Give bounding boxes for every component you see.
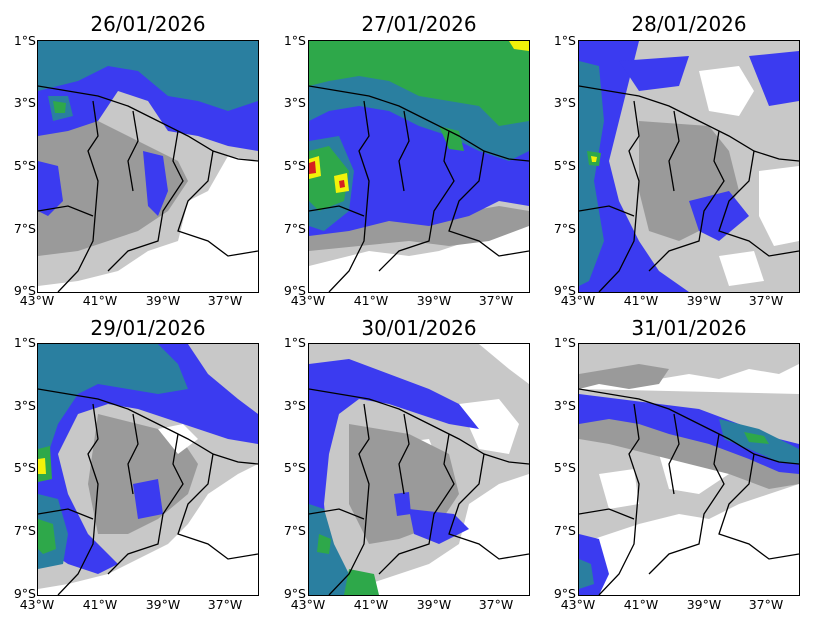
lat-label-7s: 7°S <box>0 523 36 538</box>
precipitation-map <box>578 343 800 596</box>
lat-label-1s: 1°S <box>270 33 306 48</box>
lon-label-41w: 41°W <box>346 597 396 612</box>
panel-title: 31/01/2026 <box>578 316 800 340</box>
lon-label-39w: 39°W <box>409 293 459 308</box>
yellow-area <box>591 156 597 162</box>
blue-area <box>394 492 411 516</box>
lon-label-39w: 39°W <box>679 293 729 308</box>
lat-label-3s: 3°S <box>0 95 36 110</box>
precipitation-map <box>37 40 259 293</box>
lon-label-41w: 41°W <box>75 597 125 612</box>
green-area <box>53 101 66 113</box>
lat-label-5s: 5°S <box>540 158 576 173</box>
precipitation-map <box>308 40 530 293</box>
lon-label-37w: 37°W <box>200 597 250 612</box>
lat-label-3s: 3°S <box>270 95 306 110</box>
lat-label-5s: 5°S <box>540 460 576 475</box>
lon-label-39w: 39°W <box>138 293 188 308</box>
lat-label-1s: 1°S <box>540 33 576 48</box>
lon-label-43w: 43°W <box>283 597 333 612</box>
map-svg <box>38 344 258 595</box>
panel-title: 30/01/2026 <box>308 316 530 340</box>
lat-label-3s: 3°S <box>270 398 306 413</box>
blue-area <box>133 479 163 519</box>
lat-label-3s: 3°S <box>540 95 576 110</box>
precipitation-map <box>308 343 530 596</box>
lat-label-3s: 3°S <box>540 398 576 413</box>
lon-label-39w: 39°W <box>409 597 459 612</box>
lat-label-5s: 5°S <box>0 460 36 475</box>
lat-label-1s: 1°S <box>540 335 576 350</box>
precipitation-map <box>37 343 259 596</box>
lon-label-39w: 39°W <box>679 597 729 612</box>
yellow-area <box>38 458 46 474</box>
panel-title: 27/01/2026 <box>308 12 530 36</box>
map-svg <box>38 41 258 292</box>
lon-label-41w: 41°W <box>75 293 125 308</box>
lat-label-1s: 1°S <box>0 335 36 350</box>
lon-label-41w: 41°W <box>346 293 396 308</box>
lat-label-7s: 7°S <box>270 221 306 236</box>
lat-label-7s: 7°S <box>540 221 576 236</box>
lon-label-43w: 43°W <box>553 597 603 612</box>
lat-label-1s: 1°S <box>270 335 306 350</box>
panel-title: 26/01/2026 <box>37 12 259 36</box>
lat-label-7s: 7°S <box>540 523 576 538</box>
lat-label-5s: 5°S <box>270 158 306 173</box>
lon-label-43w: 43°W <box>553 293 603 308</box>
lon-label-39w: 39°W <box>138 597 188 612</box>
lat-label-7s: 7°S <box>270 523 306 538</box>
precipitation-map <box>578 40 800 293</box>
lat-label-3s: 3°S <box>0 398 36 413</box>
lon-label-41w: 41°W <box>616 597 666 612</box>
lon-label-37w: 37°W <box>741 597 791 612</box>
map-svg <box>309 344 529 595</box>
lon-label-43w: 43°W <box>12 597 62 612</box>
lat-label-7s: 7°S <box>0 221 36 236</box>
lon-label-37w: 37°W <box>741 293 791 308</box>
red-area <box>339 180 345 188</box>
map-svg <box>579 344 799 595</box>
lon-label-43w: 43°W <box>12 293 62 308</box>
panel-title: 29/01/2026 <box>37 316 259 340</box>
lon-label-37w: 37°W <box>471 597 521 612</box>
lat-label-5s: 5°S <box>270 460 306 475</box>
red-area <box>309 161 316 174</box>
lon-label-37w: 37°W <box>471 293 521 308</box>
lon-label-43w: 43°W <box>283 293 333 308</box>
lat-label-5s: 5°S <box>0 158 36 173</box>
panel-title: 28/01/2026 <box>578 12 800 36</box>
lon-label-41w: 41°W <box>616 293 666 308</box>
lon-label-37w: 37°W <box>200 293 250 308</box>
map-svg <box>309 41 529 292</box>
map-svg <box>579 41 799 292</box>
lat-label-1s: 1°S <box>0 33 36 48</box>
